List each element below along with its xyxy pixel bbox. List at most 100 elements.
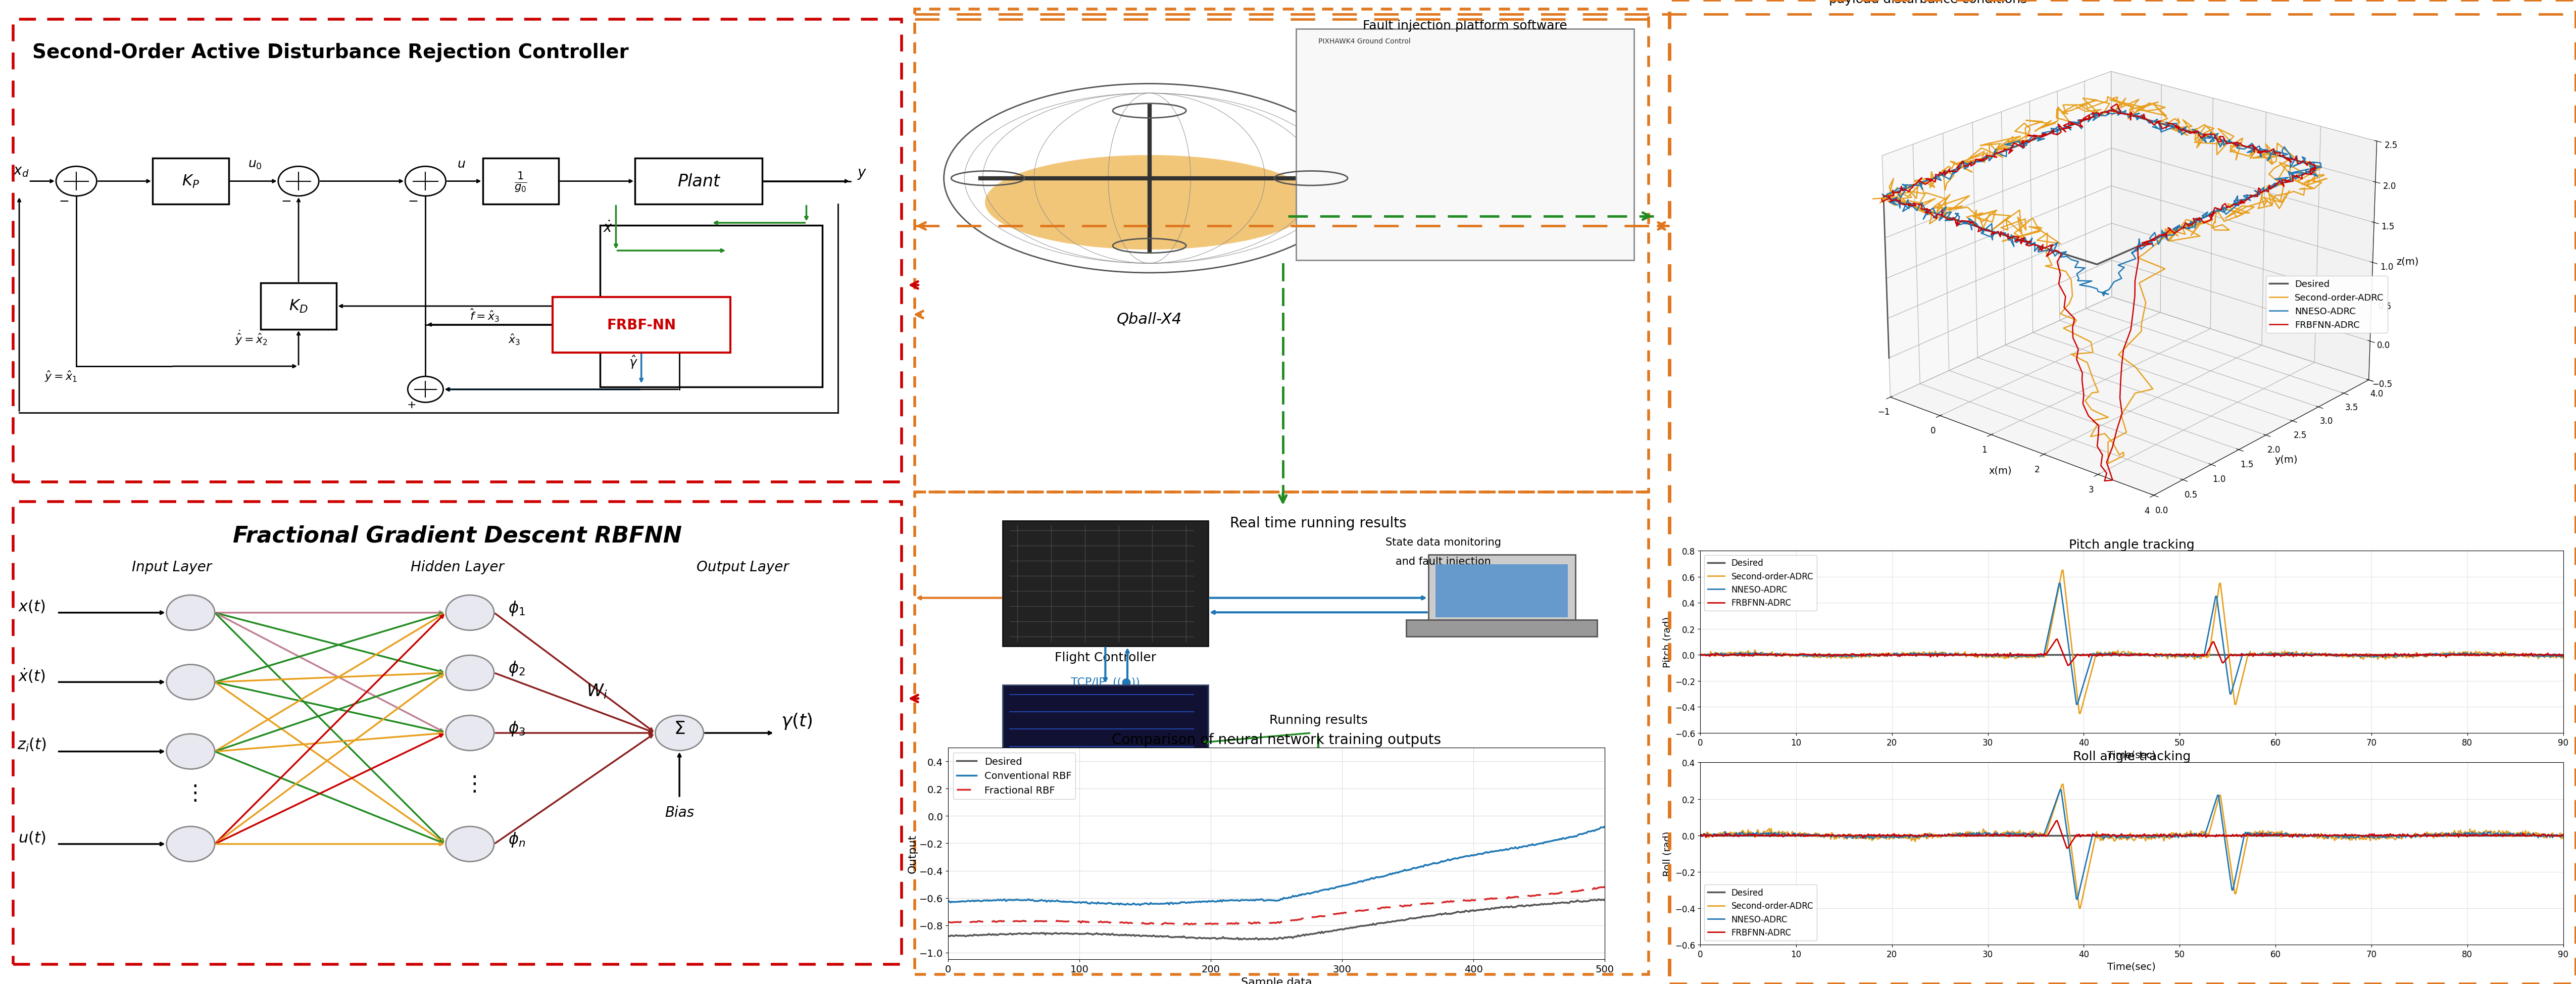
NNESO-ADRC bbox=[2432, 829, 2463, 840]
Desired bbox=[1244, 934, 1275, 946]
Bar bbox=[1466, 219, 1597, 234]
Bar bbox=[914, 492, 1649, 974]
Text: $u$: $u$ bbox=[456, 158, 466, 170]
NNESO-ADRC bbox=[1780, 828, 1811, 839]
Second-order-ADRC bbox=[2063, 707, 2094, 719]
Desired bbox=[2334, 649, 2365, 661]
Circle shape bbox=[404, 166, 446, 197]
Second-order-ADRC bbox=[2548, 652, 2576, 664]
NNESO-ADRC bbox=[2548, 651, 2576, 663]
FRBFNN-ADRC bbox=[2336, 829, 2367, 840]
Fractional RBF bbox=[933, 916, 963, 928]
Conventional RBF bbox=[1249, 894, 1280, 906]
Text: $\phi_1$: $\phi_1$ bbox=[507, 599, 526, 617]
Bar bbox=[600, 225, 822, 388]
FRBFNN-ADRC bbox=[2548, 650, 2576, 662]
NNESO-ADRC bbox=[1909, 830, 1940, 841]
FRBFNN-ADRC bbox=[2056, 657, 2087, 669]
Bar bbox=[152, 158, 229, 205]
Desired bbox=[2548, 830, 2576, 841]
Desired bbox=[2429, 830, 2460, 841]
FRBFNN-ADRC bbox=[1780, 649, 1811, 661]
Text: $\hat{y}=\hat{x}_1$: $\hat{y}=\hat{x}_1$ bbox=[44, 369, 77, 384]
Text: Input Layer: Input Layer bbox=[131, 560, 211, 575]
Line: NNESO-ADRC: NNESO-ADRC bbox=[1700, 584, 2563, 705]
Desired bbox=[2053, 649, 2084, 661]
Text: $+$: $+$ bbox=[407, 400, 415, 410]
Circle shape bbox=[654, 715, 703, 751]
X-axis label: x(m): x(m) bbox=[1989, 466, 2012, 475]
Text: $\vdots$: $\vdots$ bbox=[464, 773, 477, 794]
FRBFNN-ADRC bbox=[1909, 649, 1940, 661]
NNESO-ADRC bbox=[2061, 699, 2092, 710]
Desired bbox=[2548, 649, 2576, 661]
Line: Second-order-ADRC: Second-order-ADRC bbox=[1700, 571, 2563, 713]
Text: $W_i$: $W_i$ bbox=[587, 683, 608, 700]
Desired bbox=[1780, 649, 1811, 661]
Bar bbox=[1466, 166, 1597, 181]
Second-order-ADRC bbox=[2548, 832, 2576, 844]
Second-order-ADRC bbox=[2063, 902, 2094, 914]
Legend: Desired, Second-order-ADRC, NNESO-ADRC, FRBFNN-ADRC: Desired, Second-order-ADRC, NNESO-ADRC, … bbox=[1705, 885, 1816, 941]
FRBFNN-ADRC bbox=[2300, 648, 2331, 660]
Text: Onboard Computer: Onboard Computer bbox=[1046, 796, 1167, 808]
Text: $\dot{x}(t)$: $\dot{x}(t)$ bbox=[18, 666, 46, 684]
NNESO-ADRC bbox=[1685, 829, 1716, 840]
Line: NNESO-ADRC: NNESO-ADRC bbox=[1700, 790, 2563, 899]
X-axis label: Time(sec): Time(sec) bbox=[2107, 961, 2156, 971]
Text: $\vdots$: $\vdots$ bbox=[185, 782, 196, 804]
Second-order-ADRC bbox=[2336, 649, 2367, 661]
Conventional RBF bbox=[1589, 821, 1620, 832]
Bar bbox=[1296, 30, 1633, 261]
FRBFNN-ADRC bbox=[2040, 815, 2071, 827]
Desired bbox=[1582, 893, 1613, 905]
Text: ESO: ESO bbox=[693, 298, 729, 315]
Circle shape bbox=[446, 715, 495, 751]
NNESO-ADRC bbox=[2548, 830, 2576, 842]
Text: Output Layer: Output Layer bbox=[696, 560, 788, 575]
Bar bbox=[1319, 113, 1427, 128]
Text: TCP/IP  ((●)): TCP/IP ((●)) bbox=[1072, 677, 1141, 687]
Desired bbox=[1247, 933, 1278, 945]
Bar bbox=[1002, 521, 1208, 646]
Bar bbox=[634, 158, 762, 205]
Line: Conventional RBF: Conventional RBF bbox=[948, 827, 1605, 905]
FRBFNN-ADRC bbox=[2056, 837, 2087, 849]
Fractional RBF bbox=[1324, 907, 1355, 919]
Bar bbox=[551, 297, 729, 352]
FRBFNN-ADRC bbox=[1685, 831, 1716, 843]
Title: Pitch angle tracking: Pitch angle tracking bbox=[2069, 538, 2195, 551]
Desired bbox=[1574, 894, 1605, 906]
Second-order-ADRC bbox=[1909, 648, 1940, 660]
Text: $\phi_2$: $\phi_2$ bbox=[507, 659, 526, 677]
NNESO-ADRC bbox=[1685, 649, 1716, 661]
Text: $-$: $-$ bbox=[281, 195, 291, 208]
Text: Bias: Bias bbox=[665, 805, 693, 820]
Text: Real time running results: Real time running results bbox=[1229, 516, 1406, 530]
Second-order-ADRC bbox=[1780, 650, 1811, 662]
Text: $x(t)$: $x(t)$ bbox=[18, 598, 46, 614]
Second-order-ADRC bbox=[2045, 565, 2076, 577]
Text: $\hat{\gamma}$: $\hat{\gamma}$ bbox=[629, 354, 639, 370]
Desired bbox=[2334, 830, 2365, 841]
Text: $\hat{x}_3$: $\hat{x}_3$ bbox=[507, 333, 520, 346]
Line: Second-order-ADRC: Second-order-ADRC bbox=[1700, 784, 2563, 908]
NNESO-ADRC bbox=[2045, 784, 2076, 796]
Text: $\phi_n$: $\phi_n$ bbox=[507, 830, 526, 848]
Line: Fractional RBF: Fractional RBF bbox=[948, 888, 1605, 924]
Text: $-$: $-$ bbox=[407, 195, 417, 208]
Fractional RBF bbox=[1247, 917, 1278, 929]
Text: $K_D$: $K_D$ bbox=[289, 298, 309, 314]
Desired bbox=[1324, 923, 1355, 935]
NNESO-ADRC bbox=[2053, 845, 2084, 857]
Second-order-ADRC bbox=[1685, 648, 1716, 660]
Line: FRBFNN-ADRC: FRBFNN-ADRC bbox=[1700, 640, 2563, 665]
Y-axis label: Roll (rad): Roll (rad) bbox=[1662, 831, 1672, 876]
Second-order-ADRC bbox=[2432, 831, 2463, 843]
NNESO-ADRC bbox=[1909, 648, 1940, 660]
Circle shape bbox=[278, 166, 319, 197]
FRBFNN-ADRC bbox=[2040, 634, 2071, 646]
Text: Aircraft operation results under actuator failure and
payload disturbance condit: Aircraft operation results under actuato… bbox=[1829, 0, 2156, 5]
Text: $\dot{x}$: $\dot{x}$ bbox=[603, 221, 613, 235]
Y-axis label: y(m): y(m) bbox=[2275, 455, 2298, 464]
